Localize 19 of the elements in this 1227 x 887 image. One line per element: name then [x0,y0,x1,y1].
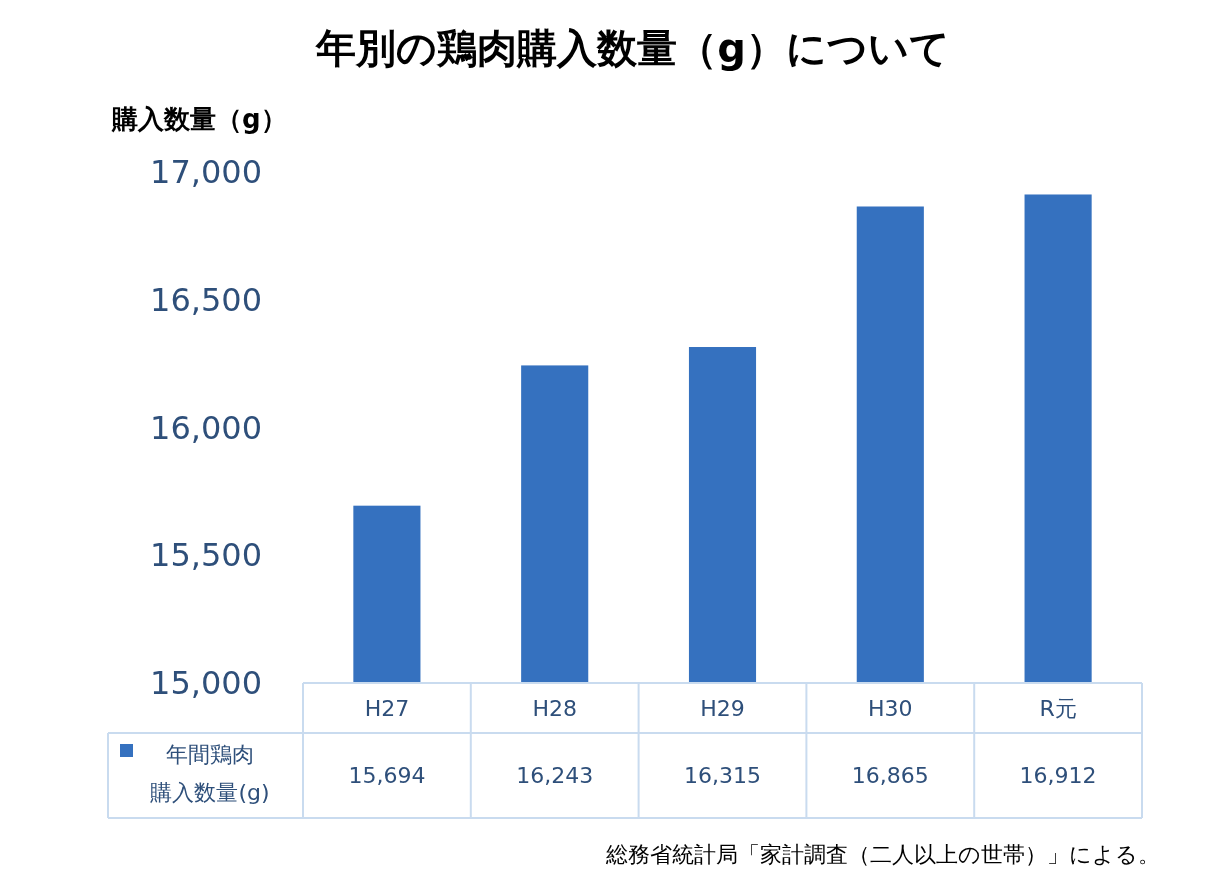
data-label: 16,243 [516,763,594,789]
y-tick-label: 15,000 [150,664,262,703]
chart-title: 年別の鶏肉購入数量（g）について [315,25,950,71]
x-tick-label: H30 [868,695,913,721]
x-tick-label: H28 [532,695,577,721]
x-tick-label: R元 [1039,695,1077,721]
y-tick-label: 15,500 [150,536,262,575]
data-label: 16,315 [684,763,761,789]
y-tick-label: 16,500 [150,280,262,319]
y-axis-title: 購入数量（g） [111,104,287,134]
data-label: 15,694 [348,763,426,789]
data-label: 16,912 [1019,763,1097,789]
x-tick-label: H27 [364,695,410,721]
y-tick-label: 16,000 [150,408,262,447]
legend-label: 年間鶏肉購入数量(g) [150,742,270,805]
data-label: 16,865 [851,763,929,789]
y-tick-label: 17,000 [150,153,262,192]
x-tick-label: H29 [700,695,745,721]
text: 総務省統計局「家計調査（二人以上の世帯）」による。 [605,842,1160,867]
